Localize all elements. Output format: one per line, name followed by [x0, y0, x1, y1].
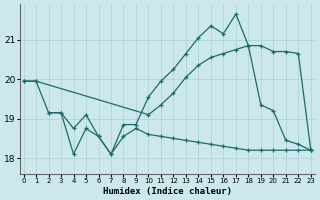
X-axis label: Humidex (Indice chaleur): Humidex (Indice chaleur): [103, 187, 232, 196]
